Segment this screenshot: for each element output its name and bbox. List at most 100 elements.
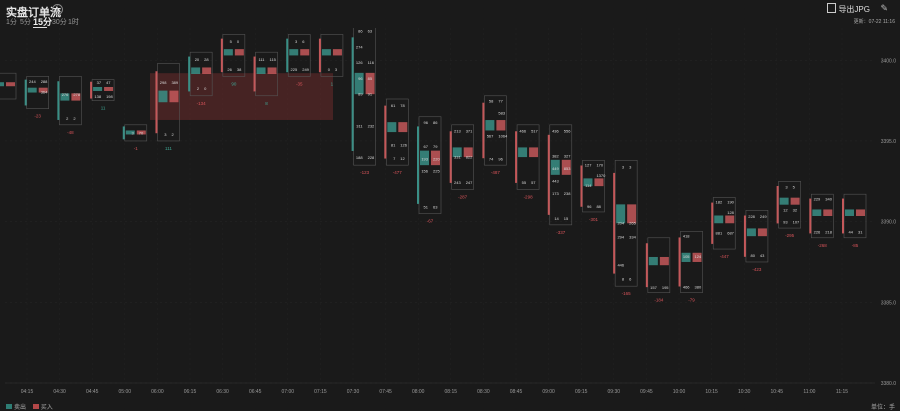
buy-volume-label: 6 xyxy=(629,277,632,282)
buy-volume-label: 195 xyxy=(662,285,669,290)
sell-volume-cell xyxy=(60,93,70,101)
buy-volume-cell xyxy=(692,252,702,262)
updated-label: 更新： xyxy=(853,19,869,25)
sell-volume-label: 276 xyxy=(62,92,69,97)
sell-volume-cell xyxy=(125,130,135,135)
candle-body-bar xyxy=(580,165,583,207)
candle-body-bar xyxy=(318,38,321,73)
tab-30m[interactable]: 30分 xyxy=(52,19,67,26)
buy-volume-label: 5 xyxy=(793,184,796,189)
x-tick-label: 10:15 xyxy=(705,389,718,395)
sell-volume-label: 86 xyxy=(358,29,363,34)
x-tick-label: 11:15 xyxy=(836,389,848,395)
sell-volume-cell xyxy=(452,147,462,158)
sell-volume-cell xyxy=(387,122,397,133)
x-tick-label: 05:00 xyxy=(119,389,132,395)
sell-volume-cell xyxy=(0,82,4,87)
buy-volume-label: 115 xyxy=(270,57,277,62)
sell-volume-label: 14 xyxy=(554,216,559,221)
buy-volume-label: 218 xyxy=(825,229,832,234)
delta-label: 90 xyxy=(231,81,237,86)
tab-1m[interactable]: 1分 xyxy=(6,19,17,26)
buy-volume-label: 225 xyxy=(433,168,440,173)
tab-5m[interactable]: 5分 xyxy=(20,19,31,26)
buy-volume-label: 249 xyxy=(302,67,309,72)
buy-volume-label: 687 xyxy=(727,231,734,236)
sell-volume-cell xyxy=(681,252,691,262)
sell-volume-label: 274 xyxy=(356,44,363,49)
sell-volume-cell xyxy=(321,49,331,56)
buy-volume-label: 126 xyxy=(400,143,407,148)
sell-volume-label: 111 xyxy=(258,57,265,62)
buy-volume-label: 32 xyxy=(793,208,798,213)
buy-volume-cell xyxy=(856,209,865,216)
candle-body-bar xyxy=(155,71,158,134)
buy-volume-label: 116 xyxy=(368,60,375,65)
info-icon[interactable]: i xyxy=(52,4,63,15)
sell-volume-cell xyxy=(583,178,593,187)
buy-volume-cell xyxy=(136,130,146,135)
sell-volume-label: 567 xyxy=(487,133,494,138)
buy-volume-label: 1370 xyxy=(596,173,606,178)
sell-volume-label: 188 xyxy=(356,155,363,160)
buy-volume-label: 3 xyxy=(629,165,632,170)
buy-volume-label: 232 xyxy=(368,123,375,128)
candle-body-bar xyxy=(384,105,387,159)
sell-volume-label: 96 xyxy=(587,204,592,209)
buy-volume-label: 2 xyxy=(73,116,76,121)
export-label: 导出JPG xyxy=(838,5,870,14)
tab-15m[interactable]: 15分 xyxy=(33,17,53,27)
sell-volume-label: 127 xyxy=(585,163,592,168)
buy-volume-cell xyxy=(6,82,15,87)
pencil-icon[interactable]: ✎ xyxy=(880,3,888,13)
delta-label: -184 xyxy=(654,298,664,303)
sell-volume-label: 311 xyxy=(356,123,363,128)
buy-volume-label: 822 xyxy=(466,154,473,159)
buy-volume-label: 47 xyxy=(106,80,111,85)
sell-volume-label: 226 xyxy=(814,229,821,234)
buy-volume-label: 88 xyxy=(596,204,601,209)
x-tick-label: 07:30 xyxy=(347,389,360,395)
candle-body-bar xyxy=(515,131,518,183)
buy-volume-label: 583 xyxy=(498,110,505,115)
sell-volume-cell xyxy=(191,67,201,74)
buy-volume-label: 371 xyxy=(466,129,473,134)
x-tick-label: 10:45 xyxy=(771,389,784,395)
tab-1h[interactable]: 1时 xyxy=(68,19,79,26)
sell-volume-label: 3 xyxy=(785,184,788,189)
buy-volume-label: 278 xyxy=(73,92,80,97)
buy-volume-label: 2 xyxy=(171,132,174,137)
y-tick-label: 3400.0 xyxy=(881,58,897,64)
buy-volume-cell xyxy=(561,159,571,175)
buy-volume-label: 78 xyxy=(400,103,405,108)
candle-body-bar xyxy=(57,81,60,120)
buy-volume-cell xyxy=(823,209,833,216)
sell-volume-label: 193 xyxy=(421,156,428,161)
sell-volume-label: 96 xyxy=(358,76,363,81)
buy-volume-label: 28 xyxy=(204,57,209,62)
sell-volume-label: 61 xyxy=(391,103,396,108)
buy-volume-label: 220 xyxy=(433,156,440,161)
delta-label: -134 xyxy=(197,101,207,106)
buy-volume-label: 334 xyxy=(629,235,636,240)
buy-volume-label: 247 xyxy=(466,180,473,185)
sell-volume-label: 3 xyxy=(622,165,625,170)
candle-body-bar xyxy=(678,237,681,287)
buy-volume-cell xyxy=(659,256,669,266)
buy-volume-label: 3 xyxy=(335,67,338,72)
sell-volume-cell xyxy=(648,256,658,266)
x-tick-label: 09:30 xyxy=(608,389,621,395)
candle-box xyxy=(484,95,507,166)
sell-volume-cell xyxy=(845,209,854,216)
export-jpg-button[interactable]: 导出JPG xyxy=(827,3,870,15)
delta-label: -85 xyxy=(852,243,859,248)
delta-label: 1 xyxy=(331,81,334,86)
sell-volume-label: 204 xyxy=(617,221,624,226)
buy-volume-label: 6 xyxy=(302,39,305,44)
x-tick-label: 06:45 xyxy=(249,389,262,395)
sell-volume-label: 0 xyxy=(328,67,331,72)
buy-volume-label: 0 xyxy=(204,86,207,91)
imbalance-zone xyxy=(150,73,333,120)
buy-legend-label: 买入 xyxy=(40,405,53,411)
delta-label: -23 xyxy=(34,114,41,119)
